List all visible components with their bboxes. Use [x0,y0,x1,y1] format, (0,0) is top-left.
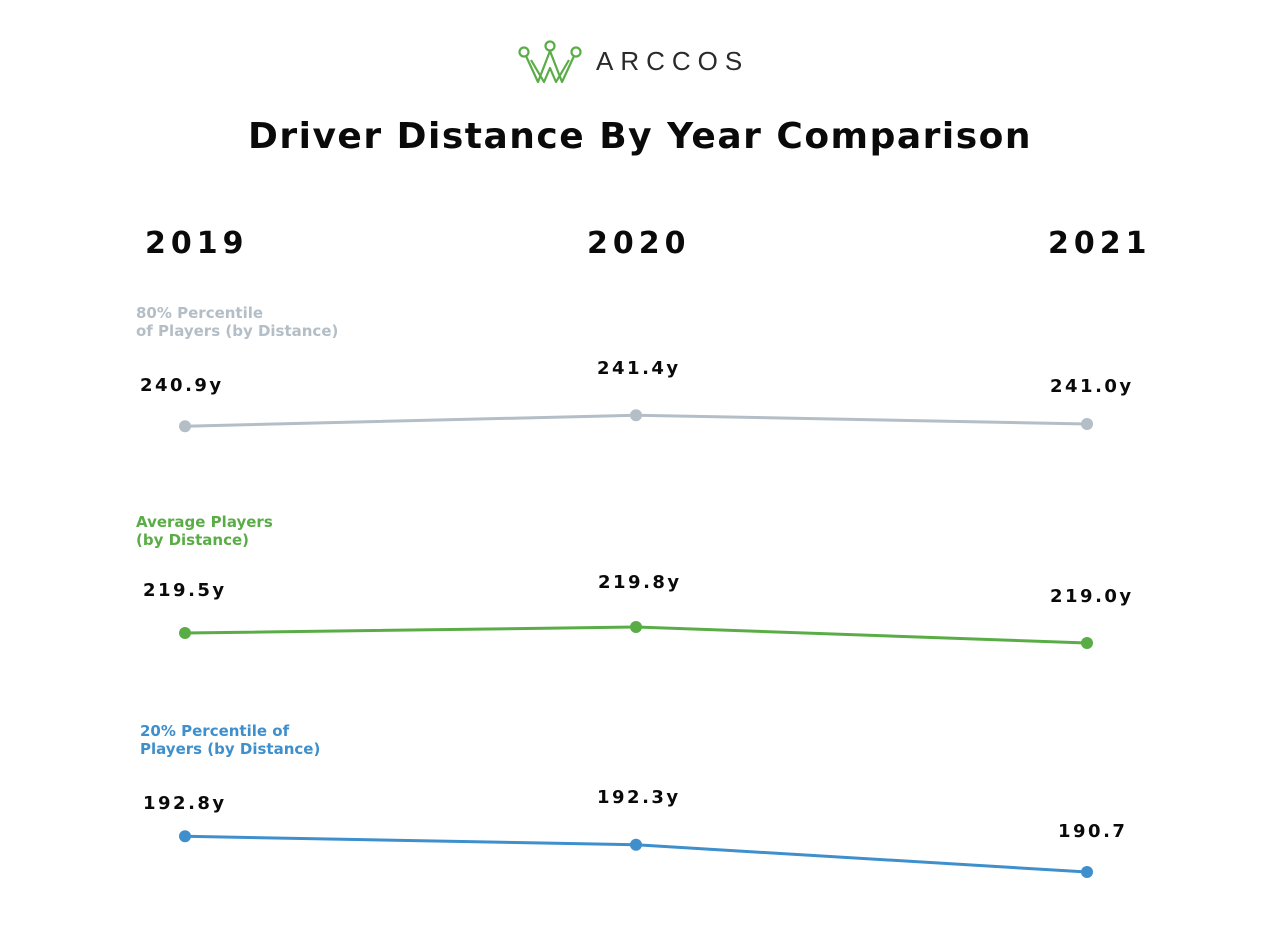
data-label-avg-2021: 219.0y [1050,586,1134,607]
data-point-20th-2021 [1081,866,1093,878]
data-point-avg-2020 [630,621,642,633]
data-label-avg-2019: 219.5y [143,580,227,601]
chart-title: Driver Distance By Year Comparison [247,116,1033,157]
data-label-80th-2019: 240.9y [140,375,224,396]
series-label-20th-percentile: 20% Percentile of Players (by Distance) [140,722,321,758]
data-point-80th-2020 [630,409,642,422]
data-point-20th-2019 [179,830,191,843]
series-label-80th-percentile: 80% Percentile of Players (by Distance) [136,304,339,340]
series-label-average: Average Players (by Distance) [136,513,273,549]
data-point-avg-2021 [1081,637,1093,649]
data-label-20th-2021: 190.7 [1058,821,1128,842]
data-label-20th-2019: 192.8y [143,793,227,814]
arccos-logo: ARCCOS [516,38,766,88]
data-point-avg-2019 [179,627,191,639]
data-label-20th-2020: 192.3y [597,787,681,808]
brand-name: ARCCOS [596,46,750,76]
data-label-80th-2020: 241.4y [597,358,681,379]
year-label-2019: 2019 [145,226,249,261]
data-label-avg-2020: 219.8y [598,572,682,593]
data-label-80th-2021: 241.0y [1050,376,1134,397]
data-point-80th-2019 [179,420,191,433]
data-point-80th-2021 [1081,418,1093,430]
year-label-2021: 2021 [1048,226,1152,261]
crown-icon [518,40,582,84]
year-label-2020: 2020 [587,226,691,261]
data-point-20th-2020 [630,838,642,851]
